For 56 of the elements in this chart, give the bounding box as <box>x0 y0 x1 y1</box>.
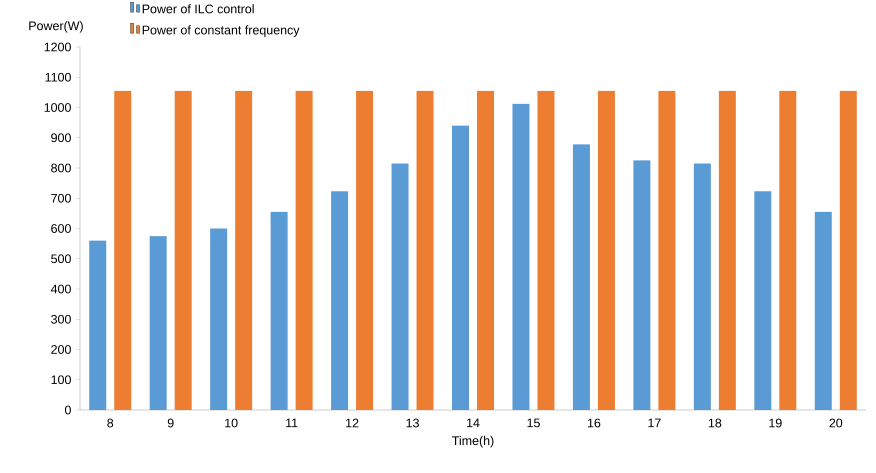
x-tick-label: 18 <box>708 418 722 428</box>
bar <box>598 90 615 410</box>
bar <box>296 90 313 410</box>
bar <box>150 236 167 410</box>
x-tick-label: 8 <box>107 418 114 428</box>
y-axis-title: Power(W) <box>29 21 83 33</box>
x-tick-label: 14 <box>467 418 480 428</box>
bar <box>633 160 650 410</box>
bar <box>452 126 470 410</box>
y-tick-label: 1100 <box>46 72 71 82</box>
bar <box>331 191 348 410</box>
bar <box>718 90 736 410</box>
bar <box>356 90 374 410</box>
bar <box>840 90 857 410</box>
x-axis-title: Time(h) <box>452 436 494 448</box>
legend-label: Power of constant frequency <box>142 25 300 37</box>
bar <box>537 90 554 410</box>
bar <box>477 90 494 410</box>
x-tick-label: 16 <box>588 418 600 428</box>
bar <box>210 228 228 410</box>
x-tick-label: 17 <box>648 418 661 428</box>
bar <box>754 191 772 410</box>
y-tick-label: 900 <box>51 133 71 142</box>
y-tick-label: 400 <box>50 284 71 294</box>
bar <box>512 104 530 410</box>
bar <box>779 90 796 410</box>
bar <box>392 163 409 410</box>
x-tick-label: 13 <box>406 418 419 428</box>
x-tick-label: 12 <box>346 418 358 428</box>
bar <box>89 240 106 410</box>
y-tick-label: 1200 <box>44 42 71 52</box>
y-tick-label: 600 <box>51 224 71 233</box>
x-tick-label: 11 <box>286 418 298 428</box>
x-tick-label: 10 <box>225 418 238 428</box>
bar <box>114 90 132 410</box>
bar <box>235 90 252 410</box>
x-tick-label: 20 <box>829 418 842 428</box>
bar <box>270 212 288 410</box>
y-tick-label: 300 <box>51 314 71 324</box>
bar <box>416 90 434 410</box>
bar <box>572 144 590 410</box>
bar <box>814 212 832 410</box>
bar <box>694 163 711 410</box>
x-tick-label: 15 <box>527 418 540 428</box>
y-tick-label: 700 <box>51 194 71 203</box>
bar <box>174 90 192 410</box>
legend-label: Power of ILC control <box>142 4 254 14</box>
y-tick-label: 100 <box>52 375 71 384</box>
y-tick-label: 500 <box>51 254 71 264</box>
x-tick-label: 19 <box>769 418 782 428</box>
y-tick-label: 200 <box>51 345 71 354</box>
x-tick-label: 9 <box>168 418 174 428</box>
y-tick-label: 0 <box>64 406 71 414</box>
y-tick-label: 800 <box>51 164 71 172</box>
bar <box>658 90 676 410</box>
y-tick-label: 1000 <box>44 103 71 112</box>
